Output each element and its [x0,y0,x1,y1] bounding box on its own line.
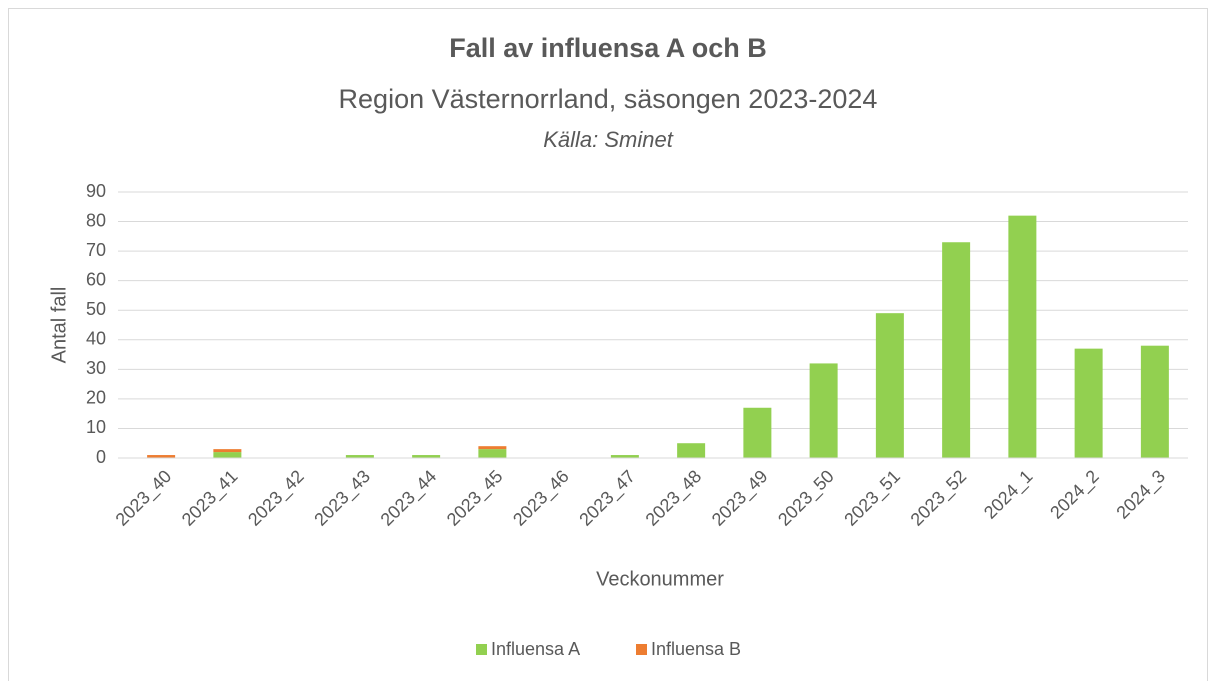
legend-label: Influensa B [651,639,741,659]
bar [478,446,507,450]
bar [478,449,507,458]
bar [1140,345,1169,458]
y-tick-label: 50 [86,299,106,319]
legend-swatch [476,644,487,655]
y-axis-title: Antal fall [48,287,70,364]
y-tick-label: 0 [96,447,106,467]
bar [610,455,639,458]
chart-title: Fall av influensa A och B [449,33,767,63]
x-axis-title: Veckonummer [596,568,724,590]
y-tick-label: 90 [86,181,106,201]
bar [875,313,904,458]
legend-label: Influensa A [491,639,580,659]
y-tick-label: 40 [86,329,106,349]
bar [809,363,838,458]
bar [345,455,374,458]
bar [213,452,242,458]
chart-source: Källa: Sminet [543,127,674,152]
bar [1074,348,1103,458]
bar [1008,215,1037,458]
bar [412,455,441,458]
y-tick-label: 60 [86,269,106,289]
bar [942,242,971,458]
bar [743,407,772,458]
y-tick-label: 10 [86,417,106,437]
bar [213,449,242,453]
chart-subtitle: Region Västernorrland, säsongen 2023-202… [339,84,878,114]
legend-swatch [636,644,647,655]
chart-border [8,8,1208,686]
y-tick-label: 20 [86,388,106,408]
bar [677,443,706,458]
y-tick-label: 80 [86,210,106,230]
bar [147,455,176,458]
y-tick-label: 70 [86,240,106,260]
y-tick-label: 30 [86,358,106,378]
